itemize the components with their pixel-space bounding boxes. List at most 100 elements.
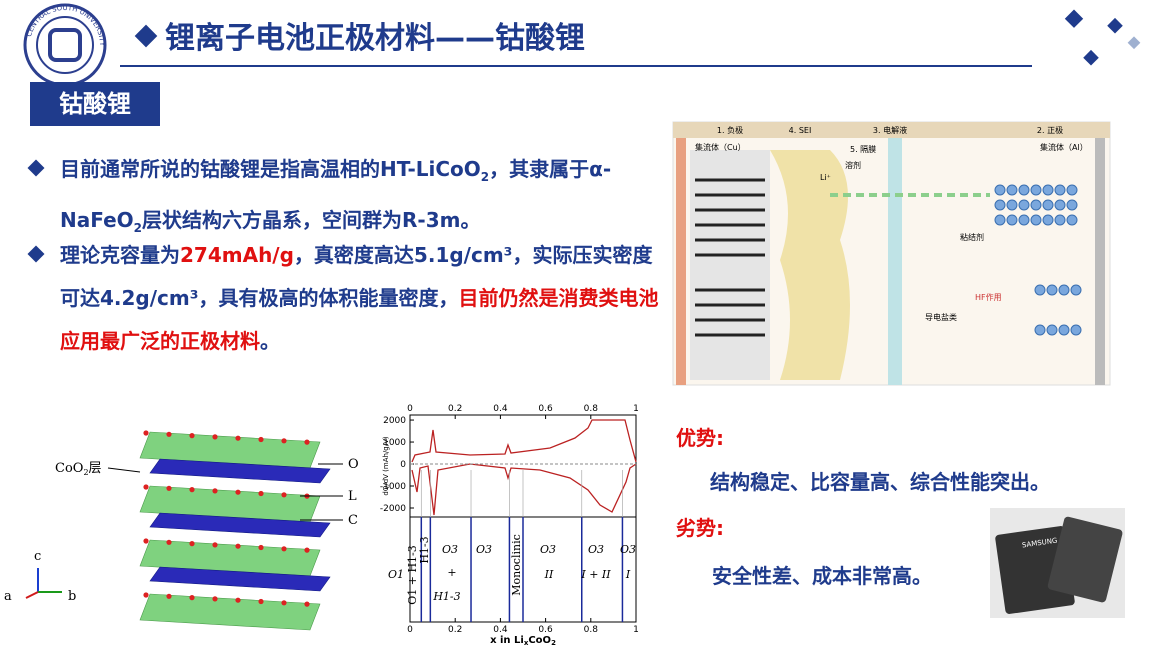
tag-box xyxy=(30,82,160,126)
oxygen-atom xyxy=(143,484,149,490)
oxygen-atom xyxy=(258,436,264,443)
oxygen-atom xyxy=(212,434,218,440)
oxygen-atom xyxy=(189,433,195,439)
x-axis-label: x in Li xyxy=(490,635,524,646)
axis-label: b xyxy=(68,589,76,604)
x-tick-label: 0.8 xyxy=(584,404,599,414)
crystal-structure xyxy=(139,430,331,631)
oxygen-atom xyxy=(212,542,218,548)
oxygen-atom xyxy=(189,541,195,547)
li-layer xyxy=(149,566,331,592)
oxygen-atom xyxy=(281,546,287,552)
x-tick-label: 0.4 xyxy=(493,625,508,635)
crystal-label: C xyxy=(348,513,358,528)
title: 锂离子电池正极材料——钴酸锂 xyxy=(165,21,585,56)
phase-label: O3 xyxy=(588,543,604,556)
bullet-run: 2 xyxy=(133,221,143,235)
oxygen-atom xyxy=(258,598,264,605)
oxygen-atom xyxy=(143,538,149,544)
diagram-label: 粘结剂 xyxy=(960,232,984,242)
oxygen-atom xyxy=(235,489,241,495)
cons-label: 劣势: xyxy=(676,516,724,540)
diagram-section: 1. 负极 xyxy=(717,125,743,135)
oxygen-atom xyxy=(143,430,149,436)
phase-label: O3 xyxy=(442,543,458,556)
diagram-section: 2. 正极 xyxy=(1037,125,1063,135)
oxygen-atom xyxy=(235,543,241,549)
bullet-run: 目前仍然是消费类电池应用最广泛的正极材料 xyxy=(60,286,659,353)
oxygen-atom xyxy=(166,485,172,491)
bullet: 理论克容量为274mAh/g，真密度高达5.1g/cm³，实际压实密度可达4.2… xyxy=(27,234,660,363)
y-tick-label: -1000 xyxy=(380,482,406,492)
oxygen-atom xyxy=(166,431,172,437)
x-tick-label: 1 xyxy=(633,404,639,414)
x-tick-label: 1 xyxy=(633,625,639,635)
x-tick-label: 0.4 xyxy=(493,404,508,414)
y-tick-label: 1000 xyxy=(383,438,406,448)
x-tick-label: 0.8 xyxy=(584,625,599,635)
diagram-label: 集流体（Al） xyxy=(1040,142,1088,152)
crystal-label: O xyxy=(348,457,359,472)
x-tick-label: 0.2 xyxy=(448,625,462,635)
pros-label: 优势: xyxy=(676,426,724,450)
phase-label: I xyxy=(625,568,631,581)
phase-label: O3 xyxy=(476,543,492,556)
oxygen-atom xyxy=(281,438,287,444)
crystal-label: L xyxy=(348,489,357,504)
y-tick-label: -2000 xyxy=(380,504,406,514)
y-tick-label: 0 xyxy=(400,460,406,470)
oxygen-atom xyxy=(189,487,195,493)
cons-text: 安全性差、成本非常高。 xyxy=(712,564,932,588)
coo2-layer xyxy=(139,593,321,631)
x-axis-label: CoO xyxy=(528,635,551,646)
phase-label: O3 xyxy=(620,543,636,556)
x-tick-label: 0.2 xyxy=(448,404,462,414)
axis-label: a xyxy=(4,589,12,604)
x-axis-label: x xyxy=(524,639,529,647)
x-tick-label: 0.6 xyxy=(538,625,553,635)
oxygen-atom xyxy=(281,492,287,498)
diagram-section: 4. SEI xyxy=(789,126,812,135)
crystal-layer-label: 层 xyxy=(89,461,102,476)
logo: CENTRAL SOUTH UNIVERSITY xyxy=(23,3,107,87)
bullet-run: 理论克容量为 xyxy=(60,243,180,267)
phase-label: O3 xyxy=(540,543,556,556)
charge-curve xyxy=(411,419,637,463)
diagram-section: 3. 电解液 xyxy=(873,125,907,135)
oxygen-atom xyxy=(304,439,310,445)
diagram-label: 5. 隔膜 xyxy=(850,144,876,154)
axis-label: c xyxy=(34,549,41,564)
diagram-label: HF作用 xyxy=(975,292,1002,302)
battery-photo: SAMSUNG xyxy=(990,508,1125,618)
bullet-run: 274mAh/g xyxy=(180,243,294,267)
oxygen-atom xyxy=(304,601,310,607)
x-tick-label: 0 xyxy=(407,625,413,635)
diagram-label: 集流体（Cu） xyxy=(695,142,746,152)
oxygen-atom xyxy=(235,435,241,441)
battery-diagram: 1. 负极 4. SEI 3. 电解液 2. 正极 集流体（Cu） 集流体（Al… xyxy=(672,121,1111,386)
phase-label: O1 xyxy=(388,568,404,581)
tag: 钴酸锂 xyxy=(59,90,131,118)
bullet-run: 目前通常所说的钴酸锂是指高温相的HT-LiCoO xyxy=(60,157,481,181)
oxygen-atom xyxy=(212,488,218,494)
pros-text: 结构稳定、比容量高、综合性能突出。 xyxy=(710,470,1050,494)
bullet-run: ，其隶属于α-NaFeO xyxy=(60,157,612,232)
phase-label: Monoclinic xyxy=(510,534,523,596)
title-diamond xyxy=(134,24,158,48)
phase-label: I + II xyxy=(580,568,611,581)
phase-label: + xyxy=(447,566,456,579)
phase-label: H1-3 xyxy=(432,590,460,603)
bullet-run: 。 xyxy=(260,329,280,353)
x-axis-label: 2 xyxy=(551,639,556,647)
phase-label: H1-3 xyxy=(418,536,431,563)
arrow xyxy=(107,467,141,473)
x-axis-label: x in LixCoO2 xyxy=(490,635,556,647)
oxygen-atom xyxy=(304,547,310,553)
y-tick-label: 2000 xyxy=(383,416,406,426)
oxygen-atom xyxy=(166,539,172,545)
y-axis-label: dQ/dV (mAh/g/V) xyxy=(382,436,390,495)
oxygen-atom xyxy=(258,490,264,497)
bullet-run: 2 xyxy=(480,170,490,184)
